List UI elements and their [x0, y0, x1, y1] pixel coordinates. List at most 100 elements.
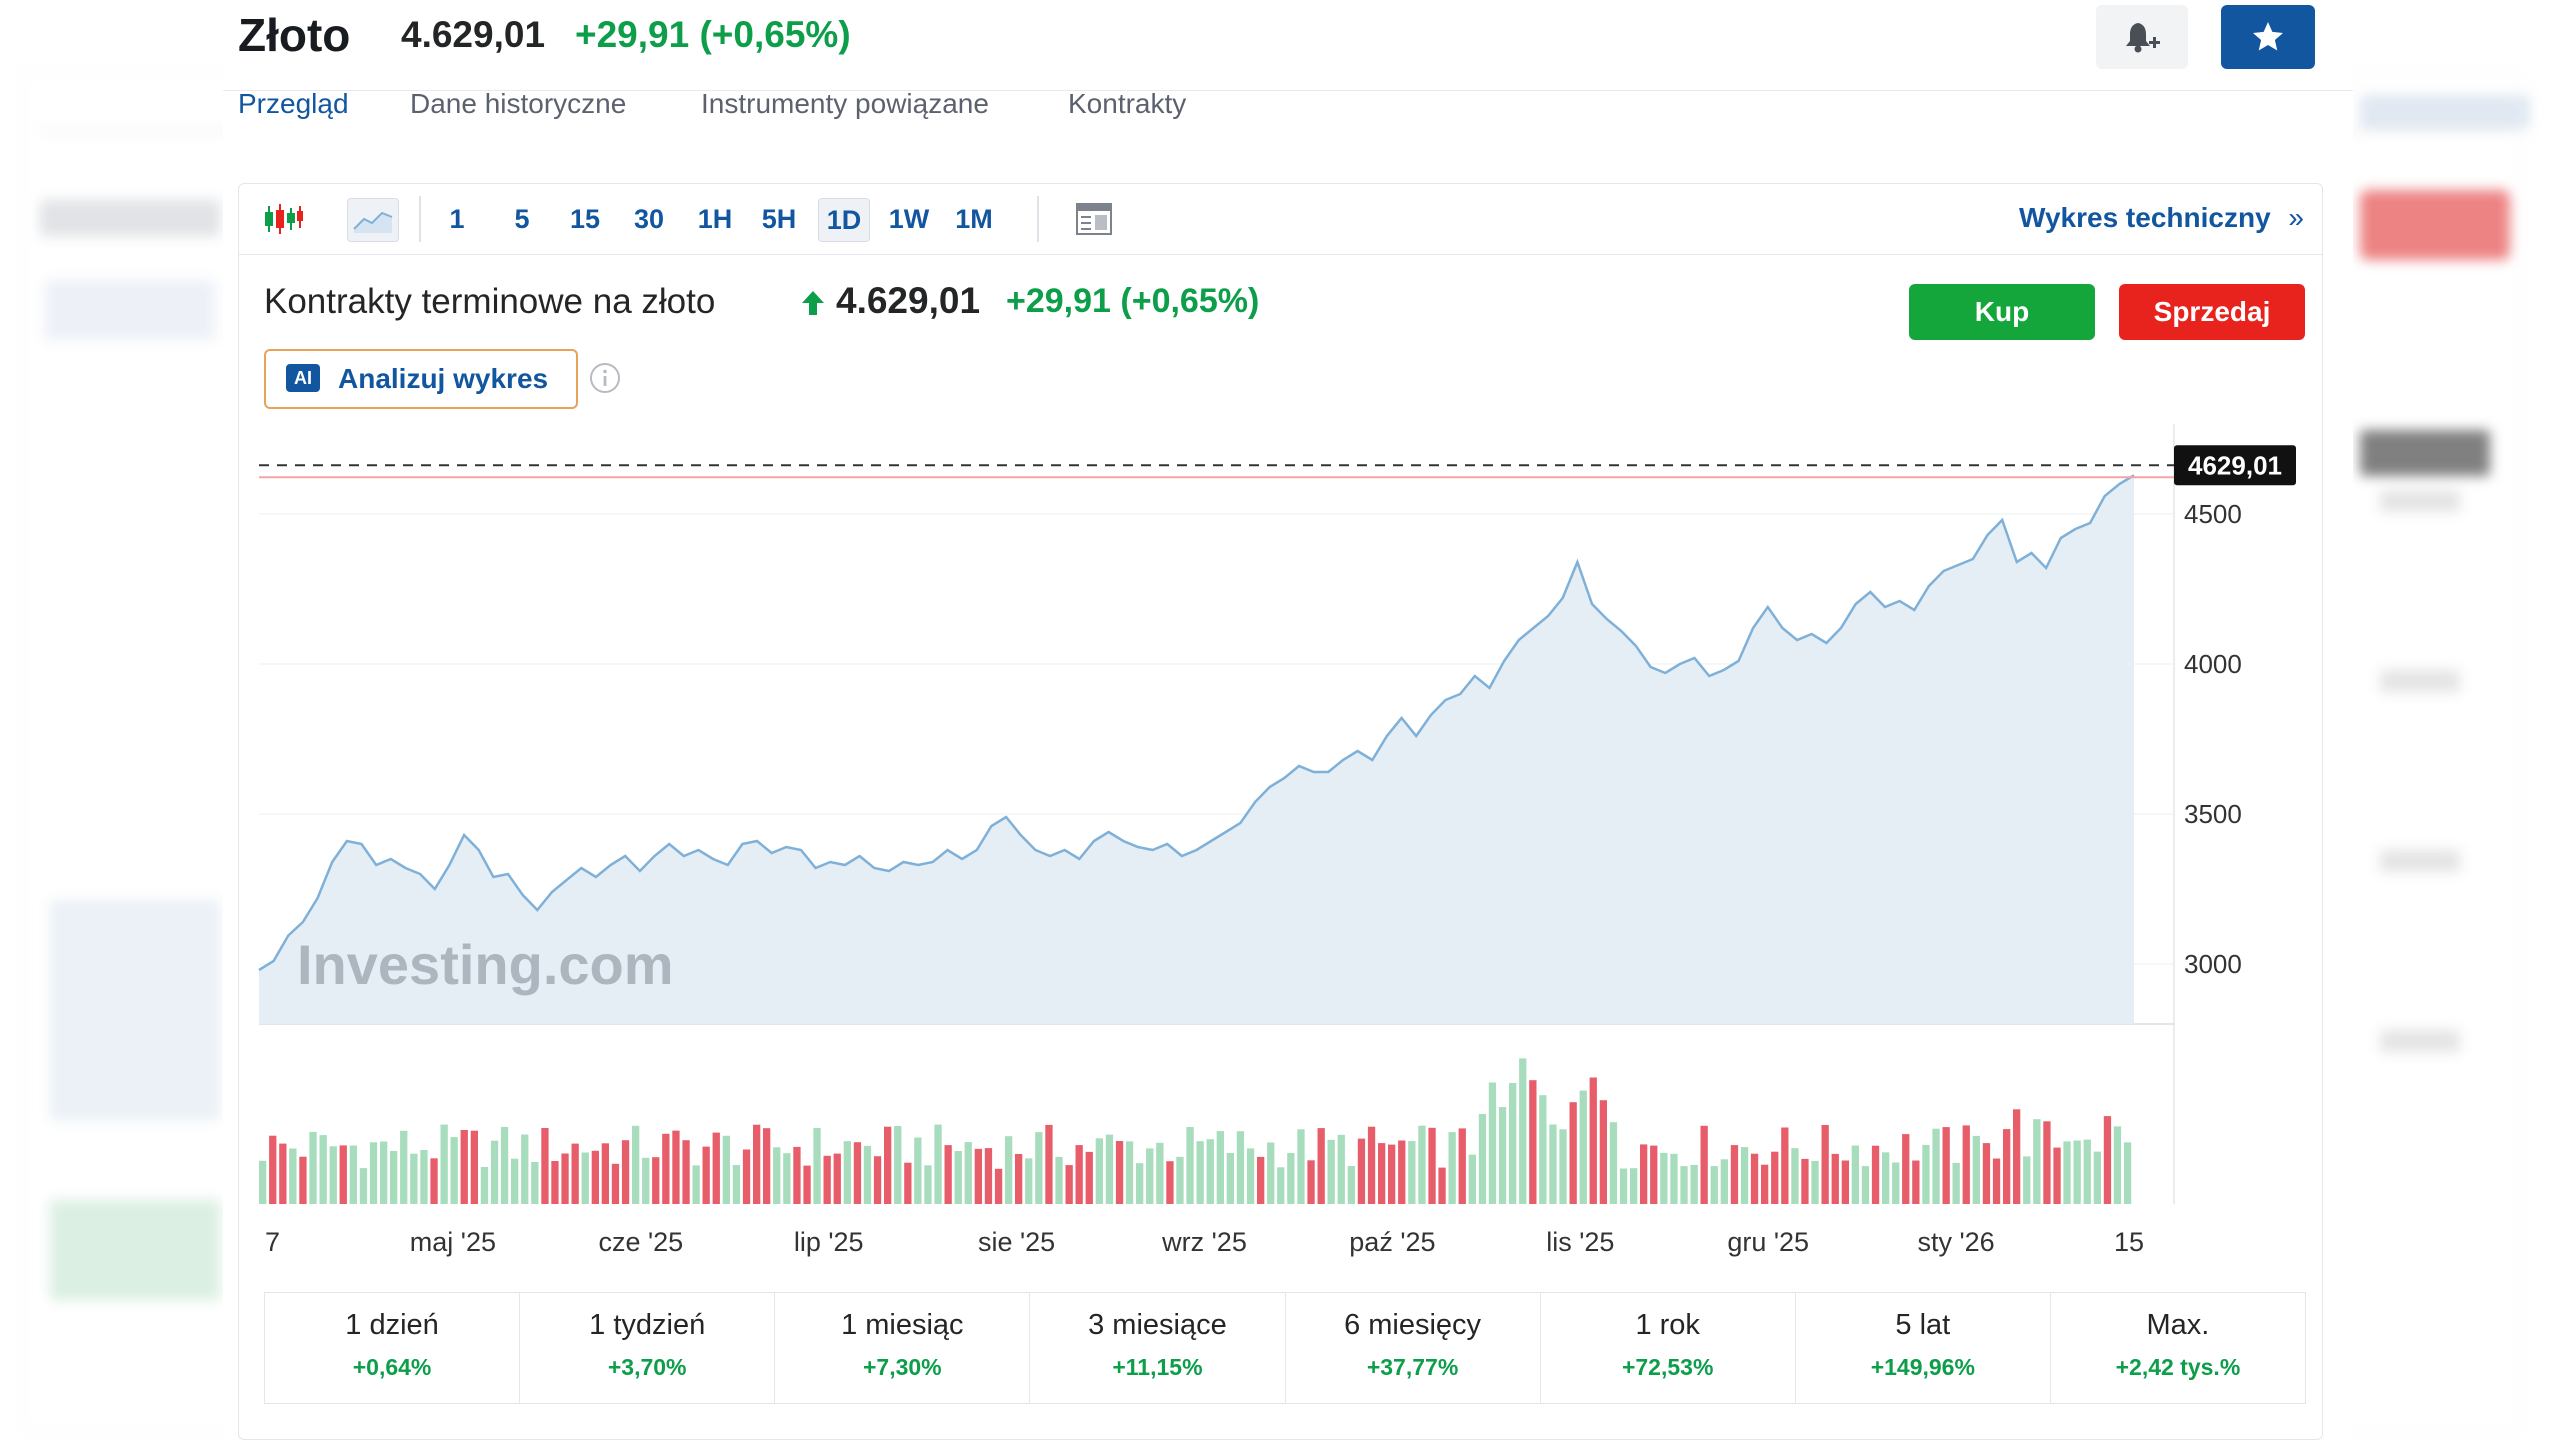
tab-przeglad[interactable]: Przegląd	[238, 88, 349, 119]
volume-bar	[904, 1162, 912, 1204]
table-icon	[1076, 203, 1112, 235]
period-value: +37,77%	[1366, 1354, 1459, 1380]
background-button	[45, 280, 215, 340]
instrument-header: Złoto 4.629,01 +29,91 (+0,65%)	[223, 0, 2353, 91]
background-sell-button	[2360, 190, 2510, 260]
background-axis-tick	[2380, 490, 2460, 512]
volume-bar	[1992, 1158, 2001, 1204]
volume-bar	[551, 1161, 559, 1204]
timeframe-30[interactable]: 30	[633, 204, 665, 234]
x-tick-label: lip '25	[794, 1227, 864, 1257]
volume-bar	[1559, 1129, 1567, 1204]
volume-bar	[1841, 1160, 1849, 1204]
tab-instrumenty-powiazane[interactable]: Instrumenty powiązane	[701, 88, 989, 119]
x-axis: 7 maj '25 cze '25 lip '25 sie '25 wrz '25 paź …	[265, 1227, 2144, 1257]
timeframe-5[interactable]: 5	[514, 204, 530, 234]
volume-bar	[863, 1145, 872, 1204]
volume-bar	[702, 1146, 710, 1204]
table-view-button[interactable]	[1069, 198, 1119, 240]
volume-bar	[1660, 1152, 1668, 1204]
timeframe-15[interactable]: 15	[569, 204, 601, 234]
volume-bar	[1670, 1153, 1678, 1204]
volume-bar	[390, 1150, 398, 1204]
timeframe-1h[interactable]: 1H	[697, 204, 733, 234]
chart-card: 1 5 15 30 1H 5H 1D 1W 1M Wykres	[238, 183, 2323, 1440]
volume-bar	[1085, 1151, 1093, 1204]
y-tick-label: 4500	[2184, 499, 2242, 529]
chart-toolbar: 1 5 15 30 1H 5H 1D 1W 1M Wykres	[239, 184, 2322, 255]
volume-bar	[672, 1130, 680, 1204]
add-alert-button[interactable]	[2096, 5, 2188, 69]
volume-bar	[1478, 1114, 1487, 1204]
volume-bar	[914, 1137, 922, 1204]
volume-bar	[299, 1156, 307, 1204]
watermark-logo: Investing.com	[297, 933, 674, 996]
period-1m[interactable]: 1 miesiąc +7,30%	[775, 1293, 1031, 1403]
volume-bar	[339, 1145, 347, 1204]
period-1d[interactable]: 1 dzień +0,64%	[265, 1293, 521, 1403]
volume-bar	[1619, 1168, 1628, 1204]
period-5y[interactable]: 5 lat +149,96%	[1796, 1293, 2051, 1403]
timeframe-1[interactable]: 1	[449, 204, 465, 234]
background-volume	[50, 1200, 220, 1300]
analyze-chart-button[interactable]: AI Analizuj wykres	[264, 349, 578, 409]
period-label: 1 dzień	[345, 1309, 439, 1341]
volume-bar	[289, 1148, 297, 1204]
volume-bar	[1095, 1138, 1103, 1204]
volume-bar	[1811, 1160, 1819, 1204]
volume-bar	[1307, 1160, 1315, 1204]
volume-bar	[692, 1165, 700, 1204]
volume-bar	[2063, 1141, 2071, 1204]
volume-bar	[1115, 1141, 1124, 1204]
background-axis-tick	[2380, 670, 2460, 692]
timeframe-5h[interactable]: 5H	[761, 204, 797, 234]
volume-bar	[1468, 1154, 1476, 1204]
volume-bar	[1609, 1122, 1618, 1204]
timeframe-1d[interactable]: 1D	[818, 198, 870, 242]
period-value: +3,70%	[607, 1354, 687, 1380]
tab-dane-historyczne[interactable]: Dane historyczne	[410, 88, 627, 119]
period-6m[interactable]: 6 miesięcy +37,77%	[1286, 1293, 1541, 1403]
period-max[interactable]: Max. +2,42 tys.%	[2051, 1293, 2305, 1403]
buy-button[interactable]: Kup	[1909, 284, 2095, 340]
volume-bar	[521, 1134, 529, 1204]
period-1w[interactable]: 1 tydzień +3,70%	[520, 1293, 776, 1403]
volume-bar	[1801, 1158, 1809, 1204]
sell-button[interactable]: Sprzedaj	[2119, 284, 2305, 340]
period-label: 1 tydzień	[589, 1309, 706, 1341]
technical-chart-link[interactable]: Wykres techniczny »	[2019, 202, 2304, 234]
period-label: 3 miesiące	[1088, 1309, 1227, 1341]
period-1y[interactable]: 1 rok +72,53%	[1541, 1293, 1796, 1403]
price-chart[interactable]: 4629,01 4500 4000 3500 3000 7 maj '25 cze '25…	[239, 424, 2322, 1274]
volume-bar	[430, 1158, 438, 1204]
volume-bar	[813, 1128, 821, 1204]
period-value: +7,30%	[862, 1354, 942, 1380]
volume-bar	[833, 1153, 841, 1204]
volume-bar	[974, 1148, 982, 1204]
watchlist-button[interactable]	[2221, 5, 2315, 69]
volume-bar	[712, 1132, 720, 1204]
volume-bar	[1035, 1132, 1043, 1204]
volume-bar	[1025, 1158, 1033, 1204]
volume-bar	[1196, 1141, 1204, 1204]
volume-bar	[773, 1147, 781, 1204]
timeframe-1m[interactable]: 1M	[955, 204, 993, 234]
period-3m[interactable]: 3 miesiące +11,15%	[1030, 1293, 1286, 1403]
volume-bar	[1327, 1139, 1335, 1204]
candlestick-chart-button[interactable]	[259, 198, 309, 240]
info-icon[interactable]	[589, 362, 621, 394]
volume-bar	[1267, 1142, 1275, 1204]
volume-bar	[632, 1125, 640, 1204]
area-chart-button[interactable]	[347, 198, 399, 242]
volume-bar	[803, 1165, 811, 1204]
tab-kontrakty[interactable]: Kontrakty	[1068, 88, 1187, 119]
period-value: +0,64%	[352, 1354, 432, 1380]
volume-bar	[1942, 1127, 1950, 1204]
volume-bar	[2093, 1151, 2101, 1204]
volume-bar	[450, 1137, 458, 1204]
volume-bar	[1317, 1128, 1325, 1204]
volume-bar	[309, 1131, 317, 1204]
timeframe-1w[interactable]: 1W	[888, 204, 930, 234]
volume-bar	[1700, 1125, 1708, 1204]
volume-bar	[1932, 1128, 1940, 1204]
